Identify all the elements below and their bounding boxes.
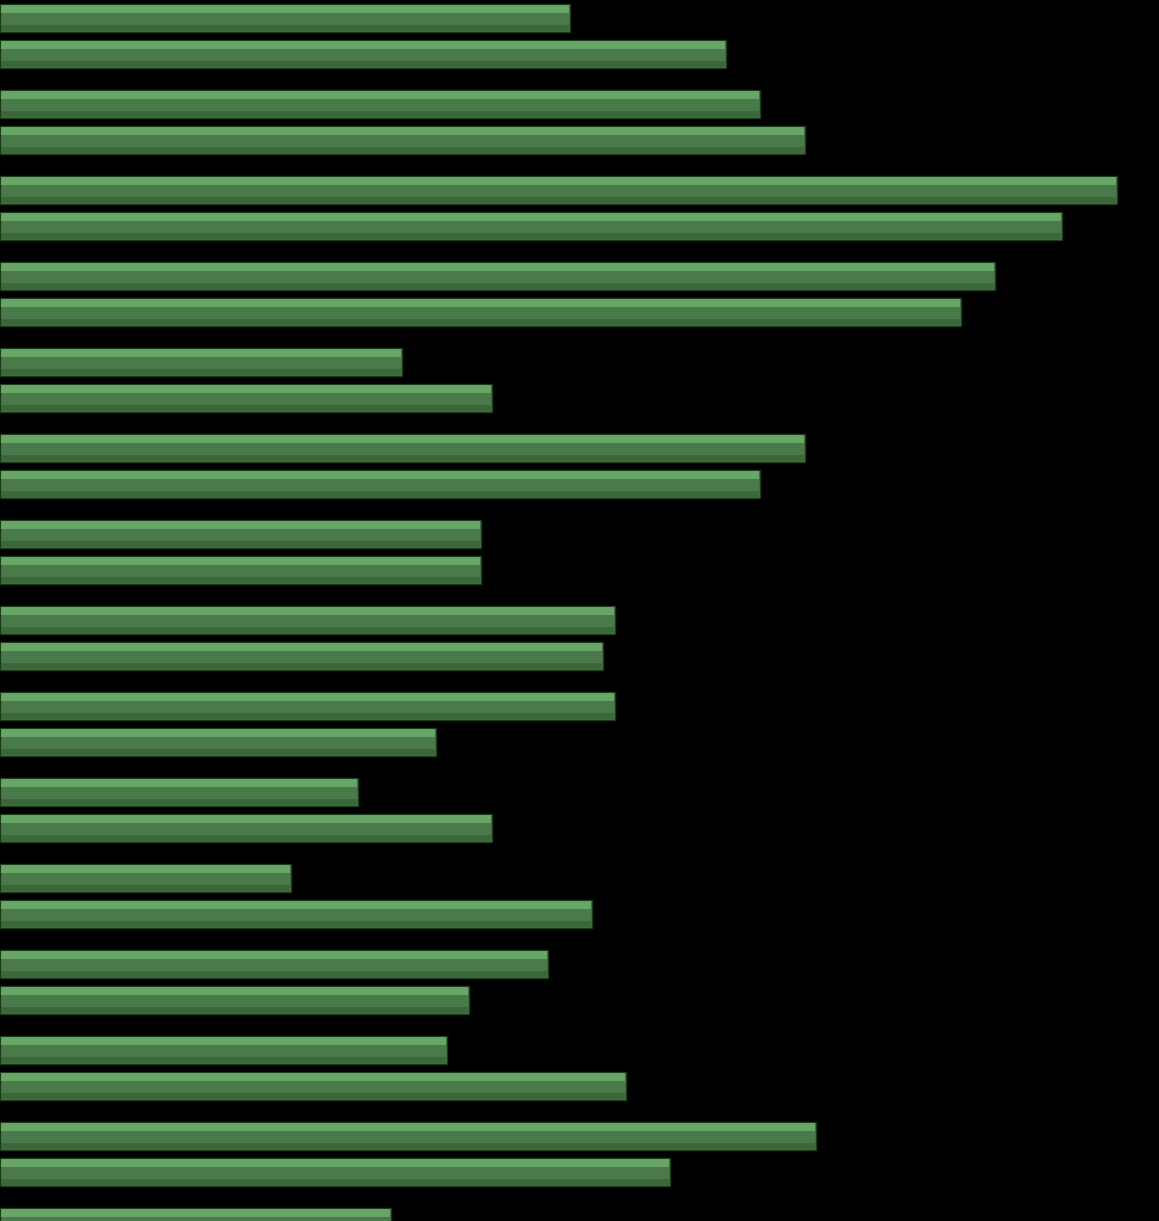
Bar — [1, 471, 759, 480]
Bar — [1, 127, 803, 136]
Bar — [1, 864, 290, 873]
Bar — [1, 694, 613, 701]
Bar — [1, 92, 759, 99]
Bar — [1, 263, 993, 271]
Bar — [1, 1037, 446, 1045]
Bar — [1, 26, 569, 31]
Bar — [1, 299, 960, 308]
Bar — [0, 778, 358, 806]
Bar — [1, 177, 1116, 186]
Bar — [1, 198, 1116, 203]
Bar — [0, 556, 481, 584]
Bar — [0, 1158, 671, 1186]
Bar — [0, 606, 614, 634]
Bar — [1, 750, 435, 755]
Bar — [1, 1143, 815, 1149]
Bar — [0, 298, 961, 326]
Bar — [1, 1123, 815, 1132]
Bar — [1, 405, 490, 411]
Bar — [0, 1072, 626, 1100]
Bar — [1, 713, 613, 719]
Bar — [1, 491, 759, 497]
Bar — [1, 42, 726, 49]
Bar — [1, 835, 490, 841]
Bar — [0, 348, 402, 376]
Bar — [0, 1035, 447, 1063]
Bar — [1, 233, 1060, 239]
Bar — [0, 728, 436, 756]
Bar — [1, 5, 569, 13]
Bar — [0, 642, 604, 670]
Bar — [1, 729, 435, 737]
Bar — [0, 470, 760, 498]
Bar — [1, 972, 547, 977]
Bar — [1, 663, 603, 669]
Bar — [1, 541, 480, 547]
Bar — [0, 263, 994, 291]
Bar — [0, 987, 469, 1013]
Bar — [1, 578, 480, 582]
Bar — [1, 385, 490, 393]
Bar — [1, 607, 613, 615]
Bar — [1, 1007, 468, 1013]
Bar — [1, 901, 591, 910]
Bar — [1, 628, 613, 632]
Bar — [1, 1057, 446, 1063]
Bar — [0, 433, 804, 462]
Bar — [1, 455, 803, 462]
Bar — [0, 864, 291, 893]
Bar — [1, 951, 547, 960]
Bar — [1, 1159, 670, 1167]
Bar — [1, 557, 480, 565]
Bar — [1, 987, 468, 995]
Bar — [0, 1122, 816, 1150]
Bar — [1, 1073, 625, 1082]
Bar — [1, 1209, 391, 1217]
Bar — [1, 61, 726, 67]
Bar — [0, 1208, 391, 1221]
Bar — [1, 779, 357, 788]
Bar — [0, 520, 481, 548]
Bar — [1, 435, 803, 443]
Bar — [1, 148, 803, 153]
Bar — [0, 176, 1117, 204]
Bar — [0, 4, 570, 32]
Bar — [0, 40, 727, 68]
Bar — [1, 643, 603, 651]
Bar — [1, 349, 401, 358]
Bar — [1, 370, 401, 375]
Bar — [1, 521, 480, 530]
Bar — [1, 922, 591, 927]
Bar — [1, 1093, 625, 1099]
Bar — [0, 814, 491, 842]
Bar — [0, 692, 614, 720]
Bar — [0, 383, 491, 411]
Bar — [1, 1179, 670, 1186]
Bar — [0, 950, 547, 978]
Bar — [0, 212, 1062, 241]
Bar — [0, 90, 760, 118]
Bar — [0, 900, 592, 928]
Bar — [0, 126, 804, 154]
Bar — [1, 283, 993, 289]
Bar — [1, 212, 1060, 221]
Bar — [1, 320, 960, 325]
Bar — [1, 800, 357, 805]
Bar — [1, 111, 759, 117]
Bar — [1, 885, 290, 891]
Bar — [1, 814, 490, 823]
